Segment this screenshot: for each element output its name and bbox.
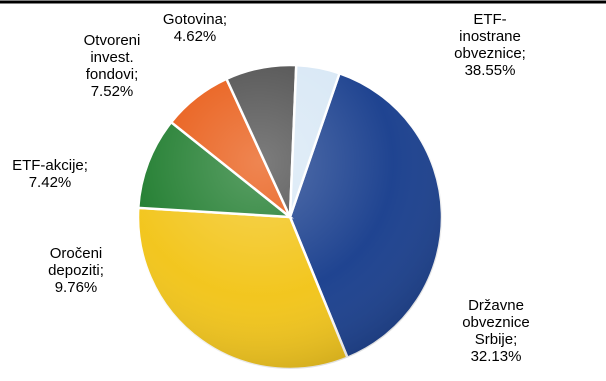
slice-label-line: inostrane [459, 28, 521, 45]
slice-label-line: ETF-akcije; [12, 157, 88, 174]
slice-label-line: 7.52% [91, 83, 134, 100]
slice-label-line: Srbije; [475, 331, 518, 348]
slice-label-line: fondovi; [86, 66, 139, 83]
slice-label-line: Državne [468, 297, 524, 314]
slice-label-line: depoziti; [48, 262, 104, 279]
slice-label-line: 32.13% [471, 348, 522, 365]
slice-label-line: obveznice [462, 314, 530, 331]
slice-label-line: Gotovina; [163, 11, 227, 28]
slice-label-line: obveznice; [454, 45, 526, 62]
slice-label-line: ETF- [473, 11, 506, 28]
slice-label: ETF-inostrane obveznice; 38.55% [454, 11, 526, 79]
slice-label: ETF-akcije; 7.42% [12, 157, 88, 191]
slice-label-line: 9.76% [55, 279, 98, 296]
slice-label: Državne obveznice Srbije; 32.13% [462, 297, 530, 365]
slice-label-line: Otvoreni [84, 32, 141, 49]
slice-label: Oročeni depoziti; 9.76% [48, 245, 104, 296]
slice-label-line: 4.62% [174, 28, 217, 45]
slice-label-line: Oročeni [50, 245, 103, 262]
slice-label-line: invest. [90, 49, 133, 66]
slice-label-line: 7.42% [29, 174, 72, 191]
slice-label-line: 38.55% [465, 62, 516, 79]
slice-label: Otvoreni invest. fondovi; 7.52% [84, 32, 141, 100]
slice-label: Gotovina; 4.62% [163, 11, 227, 45]
